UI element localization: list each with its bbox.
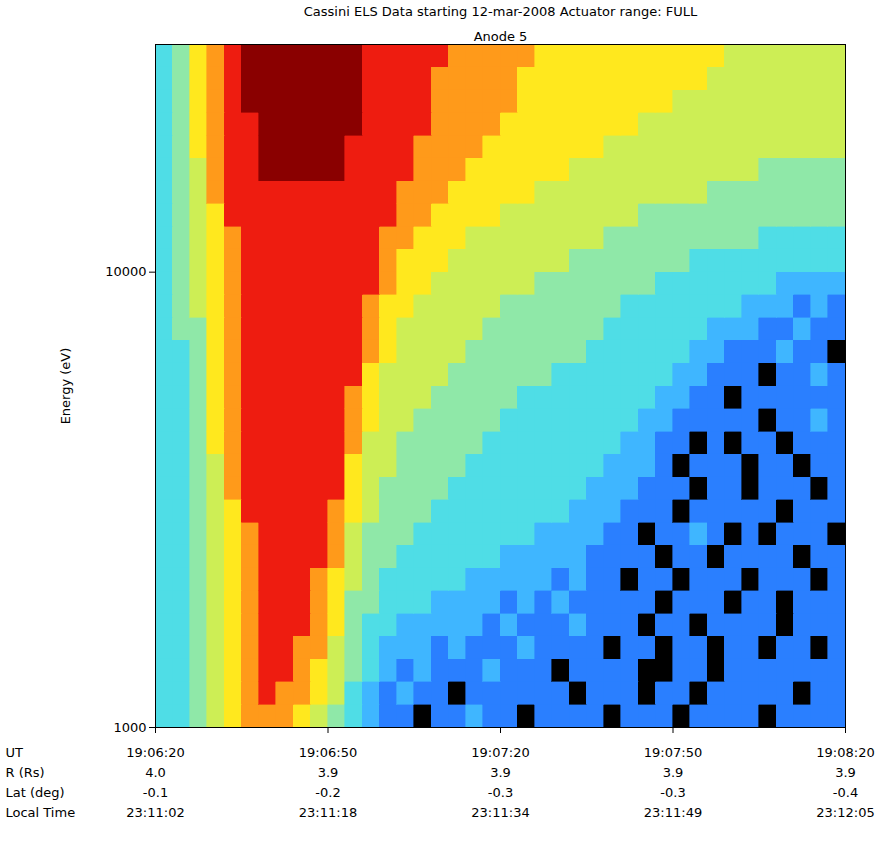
svg-text:3.9: 3.9 — [663, 765, 684, 780]
svg-text:R (Rs): R (Rs) — [6, 765, 45, 780]
svg-text:Local Time: Local Time — [6, 805, 76, 820]
svg-text:1000: 1000 — [113, 720, 146, 735]
svg-text:23:11:02: 23:11:02 — [126, 805, 184, 820]
svg-text:19:07:20: 19:07:20 — [471, 745, 529, 760]
svg-text:19:07:50: 19:07:50 — [644, 745, 702, 760]
svg-text:Cassini ELS Data starting 12-m: Cassini ELS Data starting 12-mar-2008 Ac… — [304, 4, 698, 19]
svg-text:Anode 5: Anode 5 — [474, 29, 528, 44]
svg-text:4.0: 4.0 — [145, 765, 166, 780]
svg-text:3.9: 3.9 — [318, 765, 339, 780]
svg-text:19:06:50: 19:06:50 — [299, 745, 357, 760]
svg-text:-0.4: -0.4 — [833, 785, 858, 800]
svg-text:3.9: 3.9 — [835, 765, 856, 780]
svg-text:19:06:20: 19:06:20 — [126, 745, 184, 760]
svg-text:-0.3: -0.3 — [660, 785, 685, 800]
svg-text:19:08:20: 19:08:20 — [816, 745, 874, 760]
svg-text:-0.1: -0.1 — [143, 785, 168, 800]
svg-text:23:11:49: 23:11:49 — [644, 805, 702, 820]
svg-text:23:11:34: 23:11:34 — [471, 805, 529, 820]
svg-text:3.9: 3.9 — [490, 765, 511, 780]
svg-text:Lat (deg): Lat (deg) — [6, 785, 65, 800]
svg-text:23:11:18: 23:11:18 — [299, 805, 357, 820]
svg-text:UT: UT — [6, 745, 24, 760]
svg-text:-0.2: -0.2 — [315, 785, 340, 800]
svg-text:-0.3: -0.3 — [488, 785, 513, 800]
svg-text:10000: 10000 — [105, 264, 146, 279]
svg-text:23:12:05: 23:12:05 — [816, 805, 874, 820]
svg-text:Energy (eV): Energy (eV) — [58, 348, 73, 425]
